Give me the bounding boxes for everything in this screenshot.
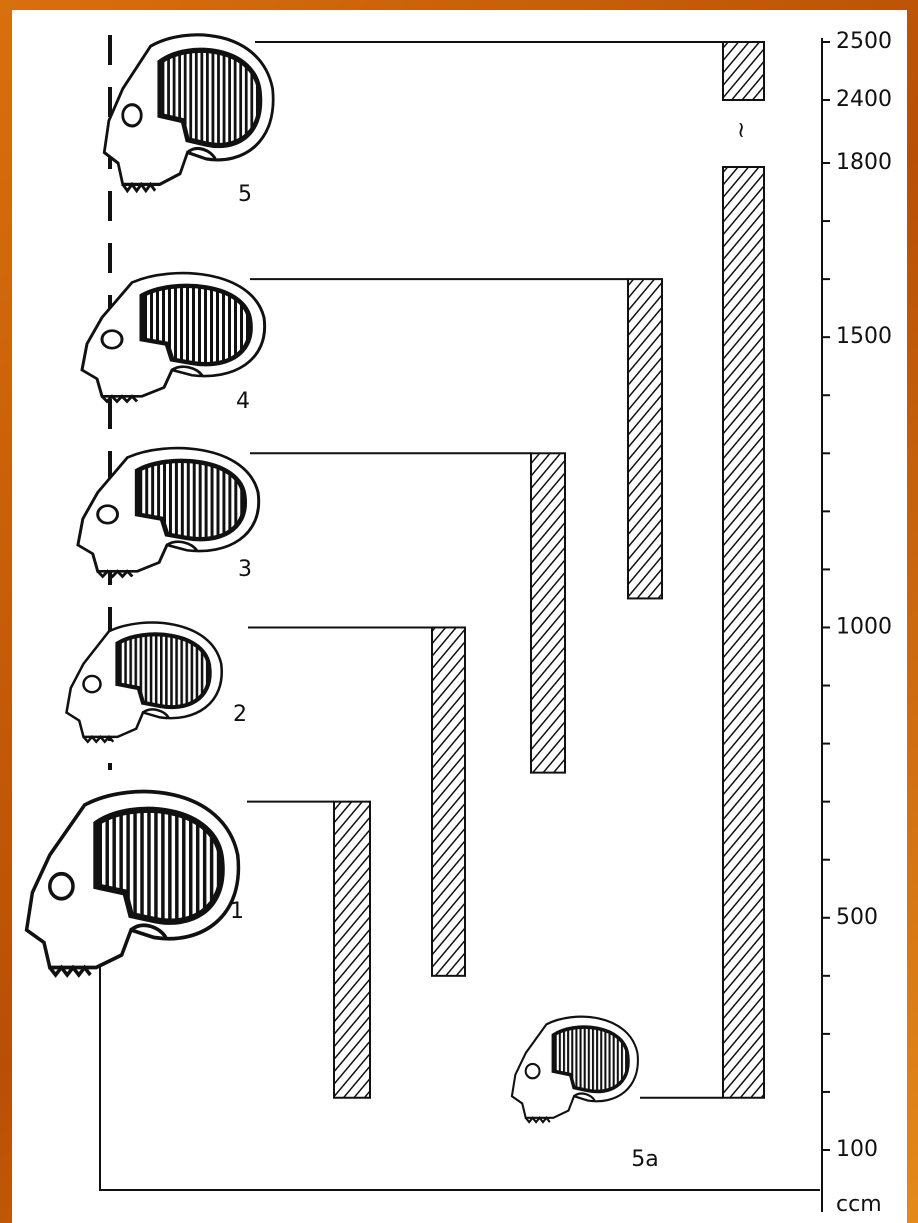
break-mark: ~: [728, 121, 753, 139]
skull-label: 4: [236, 389, 250, 414]
y-tick-label: 1000: [836, 614, 892, 639]
y-tick-label: 100: [836, 1137, 878, 1162]
y-axis-label: ccm: [836, 1192, 882, 1217]
y-tick-label: 500: [836, 905, 878, 930]
y-tick-label: 1500: [836, 324, 892, 349]
chart: ~ 100 500 1000 1500 1800 2400 2500 ccm 1 2 3 4 5 5a: [0, 0, 918, 1223]
annotation: 5a: [631, 1147, 658, 1172]
skull-label: 3: [238, 557, 252, 582]
page: ~ 10050010001500180024002500ccm123455a (…: [0, 0, 918, 1223]
range-bar: [334, 802, 370, 1098]
y-tick-label: 2400: [836, 87, 892, 112]
y-tick-label: 1800: [836, 150, 892, 175]
y-tick-label: 2500: [836, 29, 892, 54]
skull-label: 5: [238, 182, 252, 207]
range-bar: [531, 453, 565, 772]
range-bar-lower: [723, 167, 764, 1098]
range-bar: [432, 627, 465, 975]
range-bar-upper: [723, 42, 764, 100]
range-bar: [628, 279, 662, 598]
skull-label: 2: [233, 702, 247, 727]
skull-label: 1: [230, 899, 244, 924]
